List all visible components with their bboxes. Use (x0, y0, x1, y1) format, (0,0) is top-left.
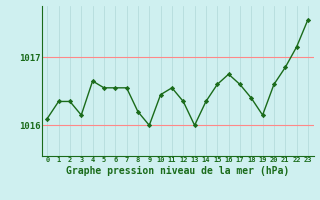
X-axis label: Graphe pression niveau de la mer (hPa): Graphe pression niveau de la mer (hPa) (66, 166, 289, 176)
